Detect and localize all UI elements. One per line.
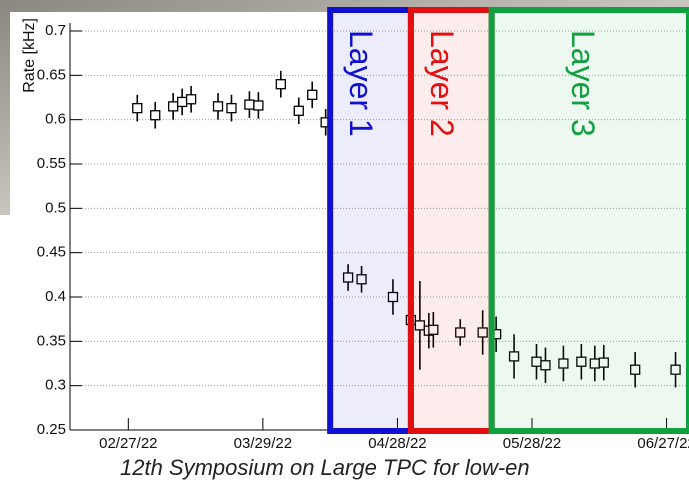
x-tick-label: 04/28/22 xyxy=(368,435,426,452)
data-point xyxy=(307,89,318,100)
data-point xyxy=(558,358,569,369)
data-point xyxy=(508,351,520,362)
y-tick-label: 0.25 xyxy=(37,421,66,438)
data-point xyxy=(226,102,237,114)
y-tick-label: 0.65 xyxy=(37,66,66,83)
data-point xyxy=(387,291,399,303)
data-point xyxy=(540,360,551,371)
data-point xyxy=(176,96,188,108)
x-tick-label: 03/29/22 xyxy=(234,435,292,452)
y-tick-label: 0.35 xyxy=(37,332,66,349)
data-point xyxy=(670,364,681,375)
y-axis-label: Rate [kHz] xyxy=(21,18,38,93)
data-point xyxy=(212,101,224,112)
layer-label: Layer 3 xyxy=(565,30,601,137)
data-point xyxy=(477,327,488,338)
data-point xyxy=(598,357,609,368)
y-tick-label: 0.6 xyxy=(45,111,66,128)
data-point xyxy=(185,94,197,105)
x-tick-label: 02/27/22 xyxy=(99,435,157,452)
x-tick-label: 05/28/22 xyxy=(503,435,561,452)
y-tick-label: 0.55 xyxy=(37,155,66,172)
data-point xyxy=(168,101,179,112)
data-point xyxy=(293,105,304,116)
data-point xyxy=(150,110,161,121)
y-tick-label: 0.3 xyxy=(45,377,66,394)
layer-label: Layer 2 xyxy=(424,30,460,137)
data-point xyxy=(356,274,367,285)
data-point xyxy=(244,99,255,110)
data-point xyxy=(253,100,264,111)
data-point xyxy=(428,324,439,335)
data-point xyxy=(414,320,426,331)
layer-region xyxy=(488,7,689,434)
data-point xyxy=(132,102,143,114)
y-tick-label: 0.4 xyxy=(45,288,66,305)
y-tick-label: 0.7 xyxy=(45,22,66,39)
chart-panel xyxy=(0,12,689,482)
y-tick-label: 0.45 xyxy=(37,244,66,261)
y-tick-label: 0.5 xyxy=(45,199,66,216)
data-point xyxy=(576,356,587,367)
x-tick-label: 06/27/22 xyxy=(637,435,689,452)
data-point xyxy=(275,79,286,90)
data-point xyxy=(630,364,641,375)
data-point xyxy=(342,272,354,283)
footer: 12th Symposium on Large TPC for low-en xyxy=(120,455,530,480)
layer-region xyxy=(327,7,414,434)
data-point xyxy=(455,327,466,338)
layer-label: Layer 1 xyxy=(343,30,379,137)
